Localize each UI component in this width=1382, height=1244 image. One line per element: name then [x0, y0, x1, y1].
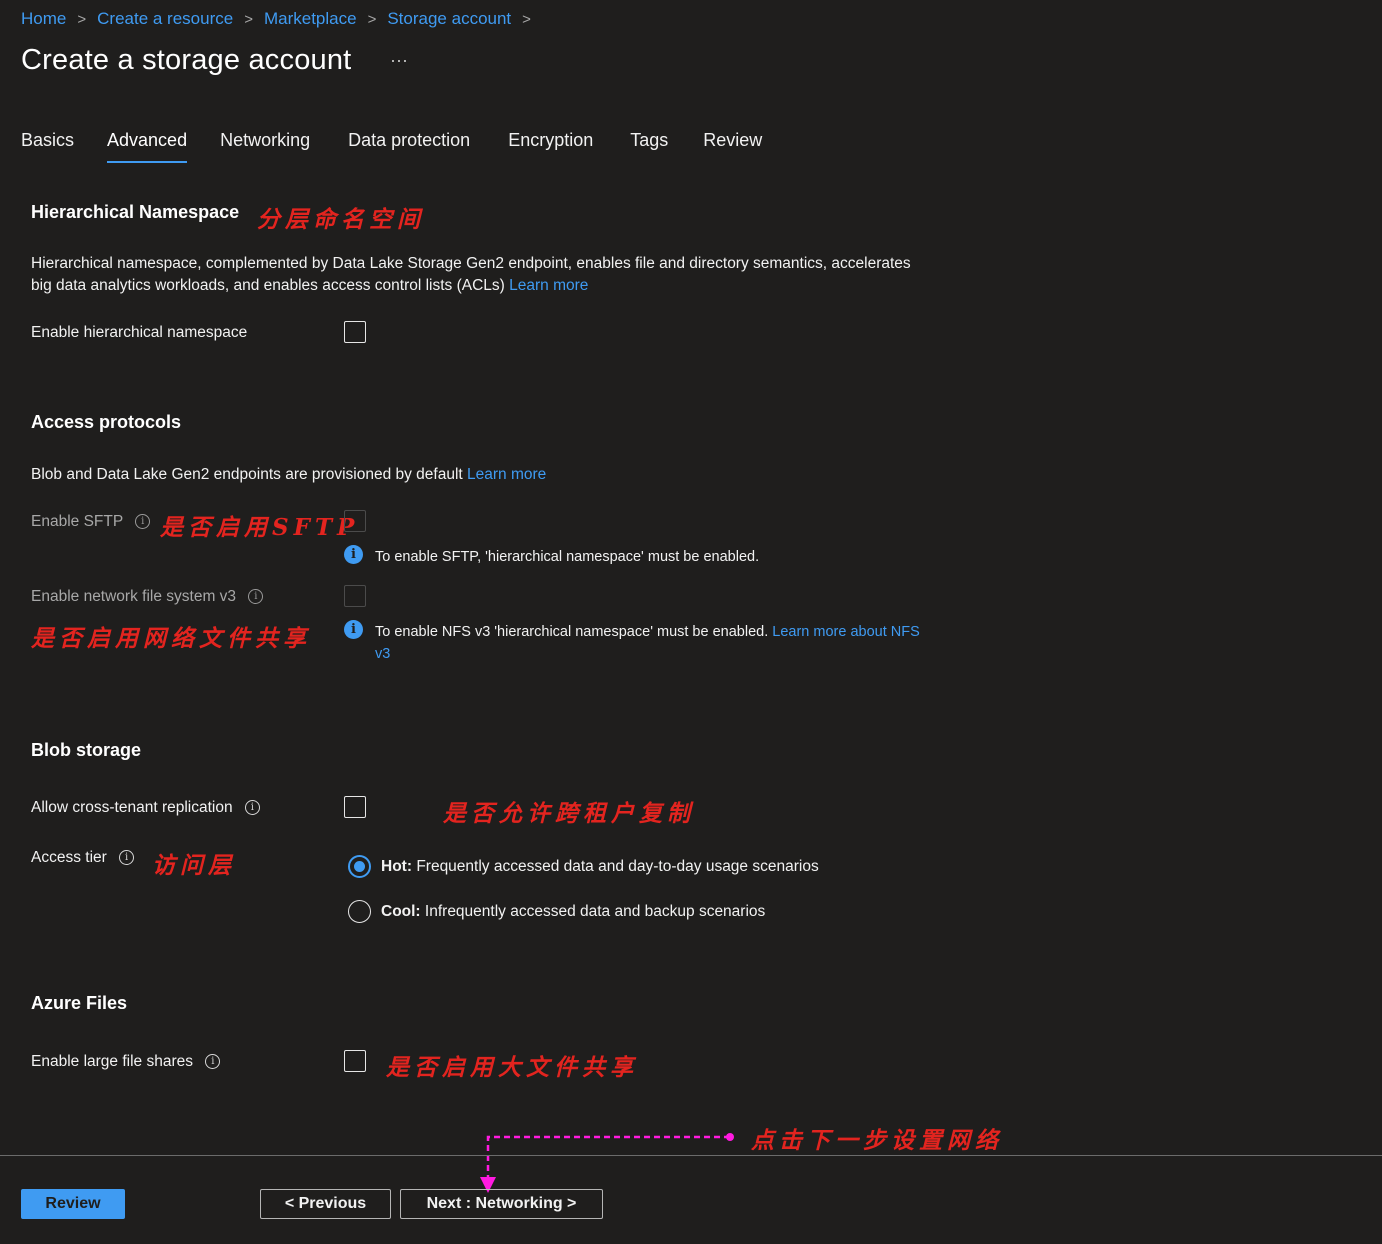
breadcrumb-marketplace[interactable]: Marketplace — [263, 9, 357, 28]
large-file-shares-label: Enable large file shares i — [31, 1051, 221, 1073]
chevron-right-icon: > — [77, 10, 87, 28]
cool-tier-text: Infrequently accessed data and backup sc… — [424, 903, 766, 920]
hot-tier-bold: Hot: — [381, 858, 412, 875]
info-icon[interactable]: i — [244, 800, 260, 816]
info-icon[interactable]: i — [248, 589, 264, 605]
hot-tier-text: Frequently accessed data and day-to-day … — [416, 858, 819, 875]
info-icon[interactable]: i — [135, 514, 151, 530]
info-icon[interactable]: i — [119, 850, 135, 866]
page-title: Create a storage account — [21, 44, 352, 76]
hot-tier-radio[interactable] — [348, 855, 371, 878]
sftp-note: To enable SFTP, 'hierarchical namespace'… — [375, 549, 760, 565]
hot-tier-label[interactable]: Hot: Frequently accessed data and day-to… — [381, 856, 819, 878]
annotation-next-networking: 点击下一步设置网络 — [751, 1127, 1003, 1154]
enable-sftp-label: Enable SFTP i — [31, 511, 151, 533]
enable-hierarchical-label: Enable hierarchical namespace — [31, 324, 248, 341]
access-description: Blob and Data Lake Gen2 endpoints are pr… — [31, 464, 546, 486]
tab-advanced[interactable]: Advanced — [107, 130, 188, 163]
hierarchical-desc-line1: Hierarchical namespace, complemented by … — [31, 255, 911, 272]
tab-review[interactable]: Review — [703, 130, 763, 150]
nfs-learn-more-link[interactable]: Learn more about NFS — [772, 624, 920, 640]
cool-tier-label[interactable]: Cool: Infrequently accessed data and bac… — [381, 901, 765, 923]
breadcrumb-home[interactable]: Home — [21, 9, 67, 28]
hierarchical-learn-more-link[interactable]: Learn more — [509, 277, 589, 294]
previous-button[interactable]: < Previous — [260, 1189, 391, 1219]
chevron-right-icon: > — [244, 10, 253, 28]
hierarchical-desc-line2: big data analytics workloads, and enable… — [31, 277, 505, 294]
info-circle-icon: i — [344, 620, 363, 639]
large-file-shares-text: Enable large file shares — [31, 1053, 193, 1070]
annotation-large-files: 是否启用大文件共享 — [386, 1054, 638, 1081]
chevron-right-icon: > — [367, 10, 377, 28]
hierarchical-namespace-heading: Hierarchical Namespace — [31, 202, 240, 222]
info-icon[interactable]: i — [205, 1054, 221, 1070]
access-tier-label: Access tier i — [31, 847, 135, 869]
azure-files-heading: Azure Files — [31, 993, 128, 1013]
access-protocols-heading: Access protocols — [31, 412, 182, 432]
access-tier-text: Access tier — [31, 849, 107, 866]
cross-tenant-checkbox[interactable] — [344, 796, 366, 818]
annotation-sftp: 是否启用SFTP — [160, 514, 360, 541]
footer-divider — [0, 1155, 1382, 1156]
cool-tier-radio[interactable] — [348, 900, 371, 923]
tab-data-protection[interactable]: Data protection — [348, 130, 471, 150]
cool-tier-bold: Cool: — [381, 903, 421, 920]
tab-tags[interactable]: Tags — [630, 130, 669, 150]
nfs-note: To enable NFS v3 'hierarchical namespace… — [375, 621, 945, 665]
tab-encryption[interactable]: Encryption — [508, 130, 594, 150]
next-networking-button[interactable]: Next : Networking > — [400, 1189, 603, 1219]
access-learn-more-link[interactable]: Learn more — [467, 466, 547, 483]
enable-nfs-checkbox — [344, 585, 366, 607]
annotation-nfs: 是否启用网络文件共享 — [31, 625, 311, 652]
blob-storage-heading: Blob storage — [31, 740, 142, 760]
cross-tenant-label: Allow cross-tenant replication i — [31, 797, 260, 819]
annotation-cross-tenant: 是否允许跨租户复制 — [443, 800, 695, 827]
annotation-arrow — [480, 1133, 734, 1193]
breadcrumb-storage-account[interactable]: Storage account — [387, 9, 512, 28]
chevron-right-icon: > — [522, 10, 531, 28]
enable-nfs-text: Enable network file system v3 — [31, 588, 237, 605]
breadcrumb-create-resource[interactable]: Create a resource — [97, 9, 234, 28]
enable-sftp-text: Enable SFTP — [31, 513, 123, 530]
annotation-hierarchical: 分层命名空间 — [257, 206, 425, 233]
large-file-shares-checkbox[interactable] — [344, 1050, 366, 1072]
nfs-note-text: To enable NFS v3 'hierarchical namespace… — [375, 624, 769, 640]
tab-bar: Basics Advanced Networking Data protecti… — [21, 130, 763, 163]
enable-nfs-label: Enable network file system v3 i — [31, 586, 264, 608]
breadcrumb: Home > Create a resource > Marketplace >… — [21, 9, 542, 29]
nfs-learn-more-link-continued[interactable]: v3 — [375, 646, 391, 662]
tab-basics[interactable]: Basics — [21, 130, 75, 150]
more-options-icon[interactable]: ··· — [390, 50, 408, 70]
enable-sftp-checkbox — [344, 510, 366, 532]
access-desc-text: Blob and Data Lake Gen2 endpoints are pr… — [31, 466, 463, 483]
info-circle-icon: i — [344, 545, 363, 564]
review-button[interactable]: Review — [21, 1189, 125, 1219]
enable-hierarchical-checkbox[interactable] — [344, 321, 366, 343]
cross-tenant-text: Allow cross-tenant replication — [31, 799, 233, 816]
hierarchical-description: Hierarchical namespace, complemented by … — [31, 253, 951, 297]
annotation-access-tier: 访问层 — [152, 852, 236, 879]
tab-networking[interactable]: Networking — [220, 130, 311, 150]
